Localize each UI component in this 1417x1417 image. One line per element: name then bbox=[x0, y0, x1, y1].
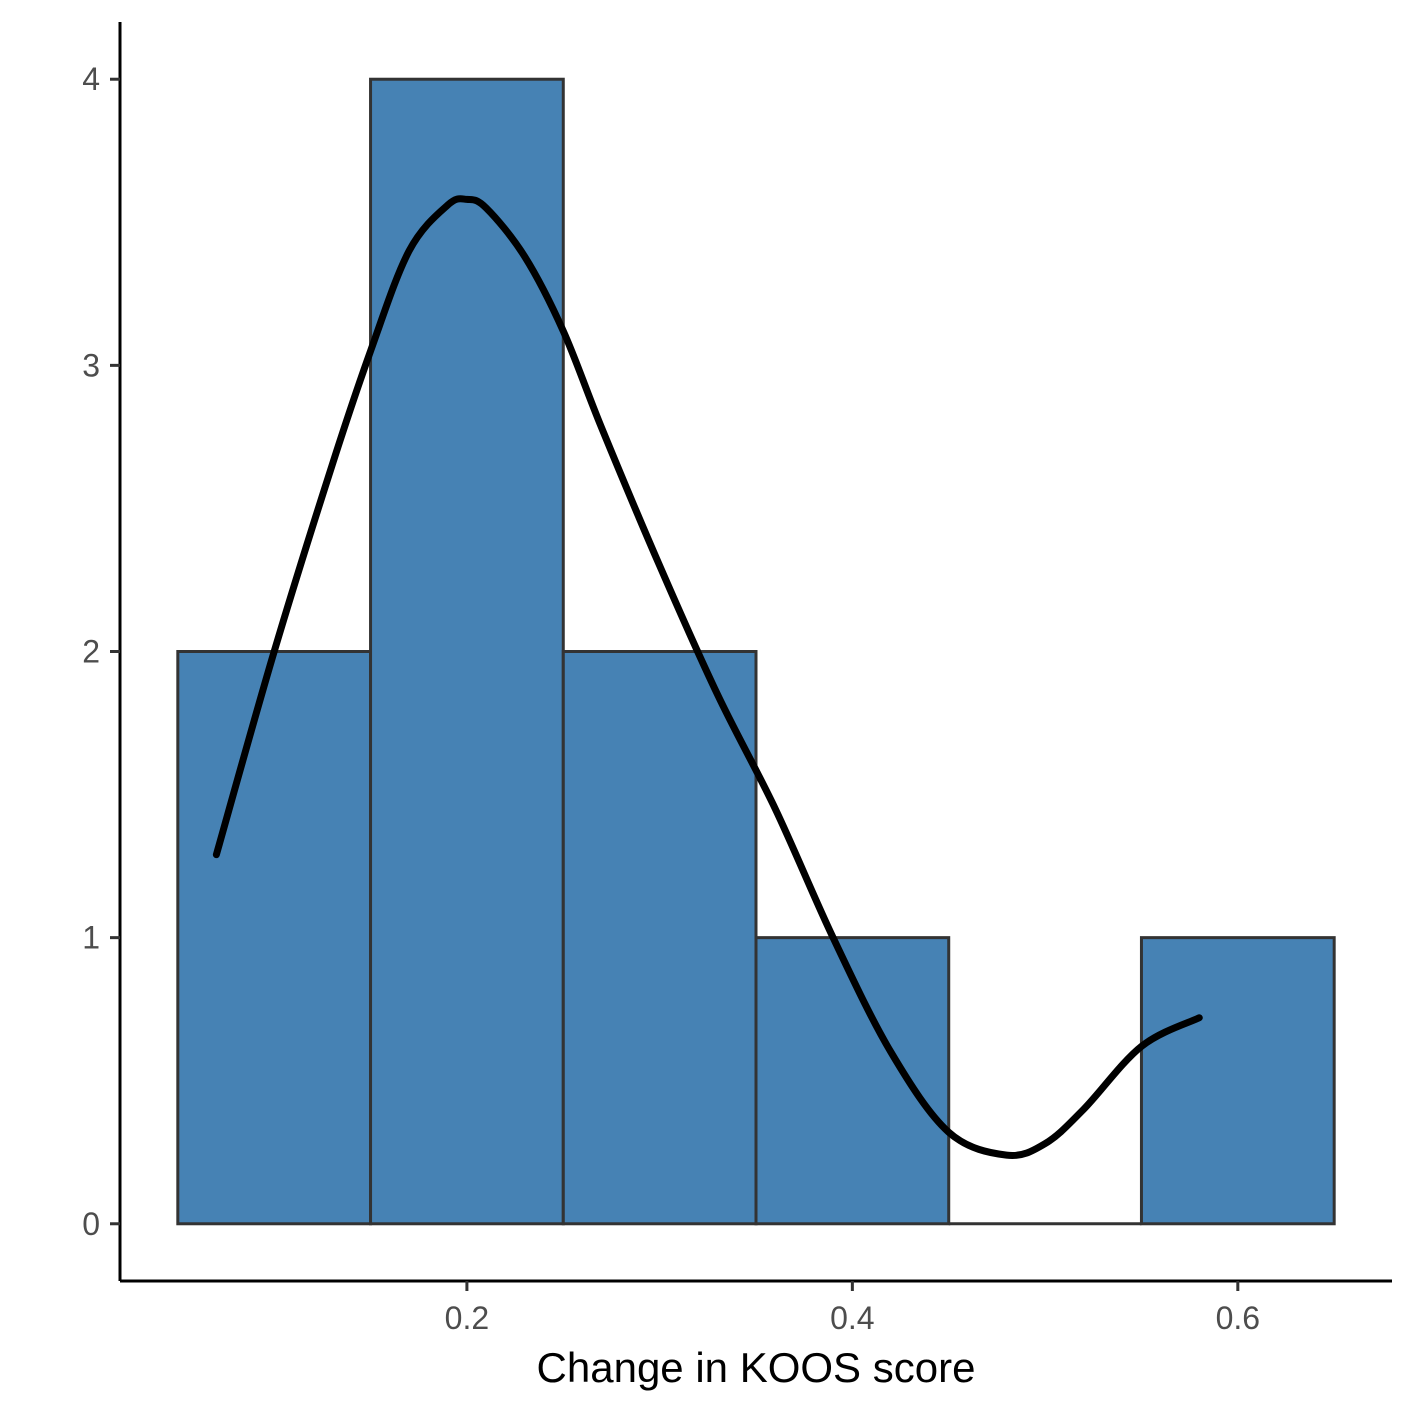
histogram-bar-3 bbox=[561, 650, 758, 1226]
y-tick-label: 4 bbox=[82, 61, 100, 97]
x-tick-label: 0.6 bbox=[1216, 1300, 1260, 1336]
density-curve bbox=[212, 195, 1203, 1159]
axes: 0 1 2 3 4 0.2 0.4 0.6 bbox=[82, 22, 1392, 1336]
histogram-bar-1 bbox=[176, 650, 373, 1226]
y-tick-label: 3 bbox=[82, 347, 100, 383]
x-tick-label: 0.2 bbox=[445, 1300, 489, 1336]
x-axis-title: Change in KOOS score bbox=[537, 1344, 976, 1391]
y-tick-label: 1 bbox=[82, 920, 100, 956]
x-tick-label: 0.4 bbox=[830, 1300, 874, 1336]
histogram-bars bbox=[176, 77, 1336, 1226]
histogram-bar-6 bbox=[1139, 936, 1336, 1226]
histogram-bar-2 bbox=[369, 77, 565, 1226]
y-tick-label: 0 bbox=[82, 1206, 100, 1242]
density-curve-group bbox=[212, 195, 1203, 1159]
y-tick-label: 2 bbox=[82, 634, 100, 670]
